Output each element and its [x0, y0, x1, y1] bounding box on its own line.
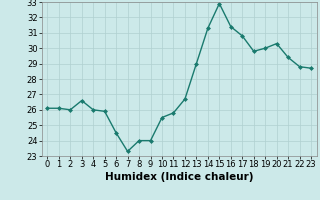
X-axis label: Humidex (Indice chaleur): Humidex (Indice chaleur) — [105, 172, 253, 182]
